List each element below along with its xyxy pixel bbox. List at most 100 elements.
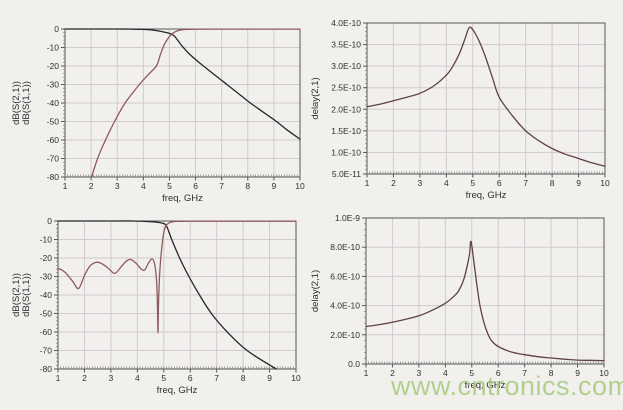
x-tick-label: 10 [295,181,305,191]
series-group [365,240,605,362]
x-tick-label: 7 [522,368,527,378]
x-tick-label: 5 [469,368,474,378]
y-tick-label: -80 [40,364,53,374]
chart-group-delay-butterworth: 1 2 3 4 5 6 7 8 9 10 4.0E-10 3.5E-10 3.0E-10 2.5E-10 2… [311,18,610,201]
x-tick-label: 9 [575,368,580,378]
x-axis-title: freq, GHz [466,190,507,201]
series-delay-2-1- [365,240,605,362]
y-axis-title: delay(2,1) [311,270,321,312]
chart-s-parameters-elliptic: 1 2 3 4 5 6 7 8 9 10 0 -10 -20 -30 -40 -50 -60 -70 -80 freq… [11,216,301,396]
y-tick-label: 6.0E-10 [330,271,360,281]
x-tick-label: 7 [214,373,219,383]
axis-ticks [363,22,606,178]
y-tick-label: -30 [40,272,53,282]
x-tick-label: 10 [599,368,609,378]
x-tick-label: 4 [135,373,140,383]
x-tick-label: 5 [161,373,166,383]
chart-s-parameters-butterworth: 1 2 3 4 5 6 7 8 9 10 0 -10 -20 -30 -40 -50 -60 -70 -80 freq… [11,24,305,204]
y-tick-label: 1.5E-10 [331,126,361,136]
x-tick-label: 2 [82,373,87,383]
series-db-s-1-1- [57,220,297,334]
y-tick-label: 2.0E-10 [330,330,360,340]
x-tick-label: 1 [364,368,369,378]
x-tick-label: 9 [576,178,581,188]
chart-group-delay-elliptic: 1 2 3 4 5 6 7 8 9 10 1.0E-9 8.0E-10 6.0E-10 4.0E-10 2.… [311,213,609,391]
y-tick-label: 5.0E-11 [332,169,361,179]
x-tick-label: 1 [56,373,61,383]
x-tick-label: 8 [241,373,246,383]
x-tick-label: 3 [115,181,120,191]
axis-ticks [362,217,605,368]
x-tick-label: 3 [417,368,422,378]
y-tick-label: -10 [47,43,60,53]
y-tick-label: -30 [47,80,60,90]
x-tick-label: 3 [109,373,114,383]
y-axis-title: dB(S(2,1)) [11,273,22,317]
y-tick-label: -60 [47,135,60,145]
plot-box [365,217,605,365]
y-tick-label: 8.0E-10 [330,242,360,252]
y-tick-label: -70 [47,154,60,164]
x-tick-label: 5 [167,181,172,191]
x-tick-label: 1 [63,181,68,191]
tick-labels: 1 2 3 4 5 6 7 8 9 10 0 -10 -20 -30 -40 -50 -60 -70 -80 [40,216,301,383]
tick-labels: 1 2 3 4 5 6 7 8 9 10 4.0E-10 3.5E-10 3.0E-10 2.5E-10 2… [331,18,610,188]
chart-panel-group-delay-butterworth: 1 2 3 4 5 6 7 8 9 10 4.0E-10 3.5E-10 3.0E-10 2.5E-10 2… [311,0,623,205]
y-tick-label: 0 [47,216,52,226]
x-axis-title: freq, GHz [162,193,203,204]
x-tick-label: 8 [550,178,555,188]
grid [65,29,300,177]
tick-labels: 1 2 3 4 5 6 7 8 9 10 1.0E-9 8.0E-10 6.0E-10 4.0E-10 2.… [330,213,609,378]
chart-panel-s-parameters-elliptic: 1 2 3 4 5 6 7 8 9 10 0 -10 -20 -30 -40 -50 -60 -70 -80 freq… [0,205,311,410]
y-tick-label: -70 [40,346,53,356]
series-db-s-2-1- [57,220,277,370]
y-axis-title: dB(S(1,1)) [21,273,32,317]
y-tick-label: 0.0 [348,359,360,369]
x-tick-label: 2 [391,178,396,188]
y-tick-label: -20 [40,253,53,263]
y-tick-label: -20 [47,61,60,71]
y-tick-label: 4.0E-10 [330,301,360,311]
grid [366,218,604,364]
x-tick-label: 10 [291,373,301,383]
x-tick-label: 7 [219,181,224,191]
axis-ticks [54,220,297,373]
y-tick-label: -60 [40,327,53,337]
y-axis-title: dB(S(1,1)) [21,81,32,125]
x-tick-label: 2 [89,181,94,191]
x-tick-label: 3 [418,178,423,188]
grid [58,221,296,369]
series-db-s-2-1- [64,28,301,140]
chart-panel-s-parameters-butterworth: 1 2 3 4 5 6 7 8 9 10 0 -10 -20 -30 -40 -50 -60 -70 -80 freq… [0,0,311,205]
x-axis-title: freq, GHz [465,380,506,391]
x-tick-label: 6 [496,368,501,378]
axis-ticks [61,28,301,181]
chart-panel-group-delay-elliptic: 1 2 3 4 5 6 7 8 9 10 1.0E-9 8.0E-10 6.0E-10 4.0E-10 2.… [311,205,623,410]
x-tick-label: 6 [497,178,502,188]
y-axis-title: delay(2,1) [311,77,321,119]
y-tick-label: -50 [47,117,60,127]
series-group [64,28,301,178]
series-delay-2-1- [366,26,606,167]
x-tick-label: 4 [444,178,449,188]
x-tick-label: 1 [365,178,370,188]
x-tick-label: 6 [193,181,198,191]
x-tick-label: 4 [443,368,448,378]
y-tick-label: 2.5E-10 [331,83,361,93]
x-axis-title: freq, GHz [157,385,198,396]
x-tick-label: 4 [141,181,146,191]
y-tick-label: 2.0E-10 [331,104,361,114]
y-axis-title: dB(S(2,1)) [11,81,22,125]
x-tick-label: 10 [600,178,610,188]
y-tick-label: -10 [40,235,53,245]
series-group [57,220,297,370]
y-tick-label: 1.0E-10 [331,147,361,157]
y-tick-label: 3.0E-10 [331,61,361,71]
y-tick-label: -40 [40,290,53,300]
x-tick-label: 8 [245,181,250,191]
x-tick-label: 6 [188,373,193,383]
tick-labels: 1 2 3 4 5 6 7 8 9 10 0 -10 -20 -30 -40 -50 -60 -70 -80 [47,24,305,191]
series-db-s-1-1- [90,28,301,178]
x-tick-label: 2 [390,368,395,378]
